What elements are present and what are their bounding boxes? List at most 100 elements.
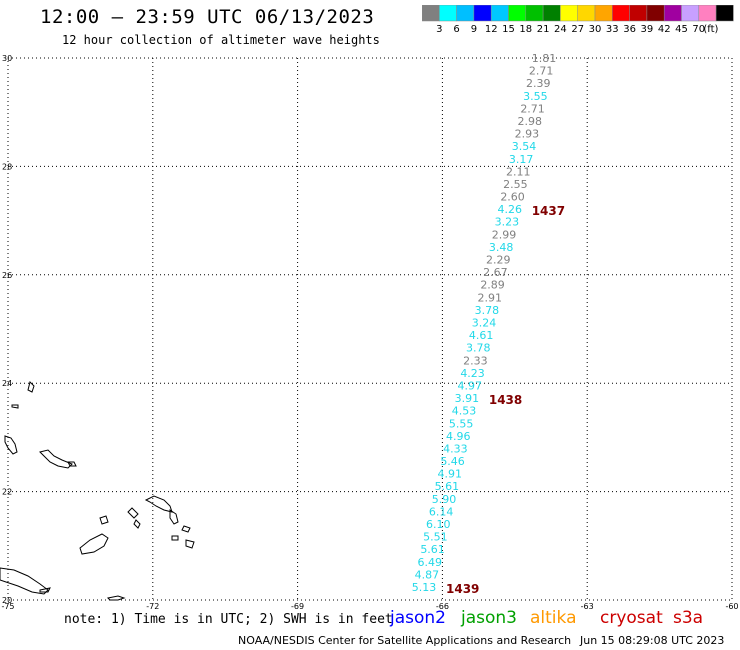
wave-height-value: 2.55 <box>503 178 528 191</box>
wave-height-value: 6.10 <box>426 518 451 531</box>
lat-label: 28 <box>2 162 12 171</box>
island-outline <box>4 435 18 455</box>
lon-label: -72 <box>146 602 159 610</box>
legend-label: (ft) <box>703 24 718 35</box>
wave-height-value: 3.78 <box>466 342 491 355</box>
legend-label: 39 <box>641 24 654 35</box>
island-outline <box>171 535 179 541</box>
wave-height-value: 2.33 <box>463 354 488 367</box>
lat-label: 22 <box>2 488 12 497</box>
wave-height-value: 3.48 <box>489 241 514 254</box>
pass-time-marks: 1437 1438 1439 <box>446 204 565 596</box>
wave-height-value: 4.53 <box>452 405 477 418</box>
wave-height-value: 2.93 <box>515 128 540 141</box>
island-outline <box>79 533 109 555</box>
island-outline <box>27 381 35 393</box>
wave-height-value: 3.78 <box>475 304 500 317</box>
wave-height-value: 5.13 <box>412 581 437 594</box>
lat-label: 30 <box>2 54 12 63</box>
lat-label: 20 <box>2 596 12 605</box>
satellite-label: jason2 <box>390 608 446 628</box>
wave-height-observations: 1.812.712.393.552.712.982.933.543.172.11… <box>412 52 557 594</box>
wave-height-value: 4.23 <box>460 367 485 380</box>
latitude-labels: 30 28 26 24 22 20 <box>2 54 12 605</box>
satellite-label: altika <box>530 608 577 628</box>
wave-height-value: 4.91 <box>437 468 462 481</box>
legend-label: 21 <box>537 24 550 35</box>
island-outline <box>11 404 19 409</box>
wave-height-value: 4.61 <box>469 329 494 342</box>
island-outline <box>99 515 109 525</box>
island-outline <box>185 539 195 549</box>
island-outline <box>39 587 51 593</box>
legend-label: 18 <box>519 24 532 35</box>
color-legend: 3 6 9 12 15 18 21 24 27 30 33 36 39 42 45 70(ft) <box>422 5 734 35</box>
legend-label: 15 <box>502 24 515 35</box>
wave-height-value: 5.55 <box>449 417 474 430</box>
lon-label: -63 <box>581 602 594 610</box>
wave-height-value: 2.29 <box>486 254 511 267</box>
lon-label: -60 <box>725 602 738 610</box>
wave-height-value: 4.87 <box>415 568 440 581</box>
wave-height-value: 2.39 <box>526 77 551 90</box>
legend-label: 36 <box>623 24 636 35</box>
generated-timestamp: Jun 15 08:29:08 UTC 2023 <box>580 634 725 647</box>
island-outline <box>39 449 73 469</box>
longitude-labels: -75 -72 -69 -66 -63 -60 <box>1 602 738 610</box>
lat-label: 24 <box>2 379 12 388</box>
wave-height-value: 3.17 <box>509 153 534 166</box>
legend-label: 33 <box>606 24 619 35</box>
footer-note: note: 1) Time is in UTC; 2) SWH is in fe… <box>64 612 393 627</box>
lat-label: 26 <box>2 271 12 280</box>
wave-height-value: 4.97 <box>457 379 482 392</box>
legend-label: 30 <box>589 24 602 35</box>
wave-height-value: 3.23 <box>495 216 520 229</box>
legend-label: 24 <box>554 24 567 35</box>
satellite-label: jason3 <box>461 608 517 628</box>
wave-height-value: 5.61 <box>435 480 460 493</box>
wave-height-value: 4.96 <box>446 430 471 443</box>
pass-time-label: 1438 <box>489 393 522 407</box>
wave-height-value: 2.71 <box>529 65 554 78</box>
island-outline <box>127 507 139 519</box>
wave-height-value: 2.60 <box>500 191 525 204</box>
wave-height-value: 2.91 <box>477 291 502 304</box>
island-outline <box>0 567 49 595</box>
wave-height-value: 6.49 <box>417 556 442 569</box>
wave-height-value: 2.98 <box>517 115 542 128</box>
map-frame <box>7 57 733 601</box>
wave-height-value: 5.61 <box>420 543 445 556</box>
wave-height-value: 2.89 <box>480 279 505 292</box>
legend-label: 6 <box>453 24 459 35</box>
wave-height-value: 2.11 <box>506 165 531 178</box>
wave-height-value: 4.33 <box>443 442 468 455</box>
wave-height-value: 3.54 <box>512 140 537 153</box>
wave-height-value: 3.91 <box>455 392 480 405</box>
legend-label: 9 <box>471 24 477 35</box>
wave-height-value: 5.51 <box>423 531 448 544</box>
legend-label: 3 <box>436 24 442 35</box>
lon-label: -66 <box>436 602 449 610</box>
map-title: 12:00 – 23:59 UTC 06/13/2023 <box>40 6 375 28</box>
coastline <box>0 381 195 601</box>
lon-label: -69 <box>291 602 304 610</box>
lat-lon-grid <box>7 57 733 601</box>
legend-swatch <box>715 5 734 22</box>
wave-height-value: 4.26 <box>497 203 522 216</box>
wave-height-value: 2.99 <box>492 228 517 241</box>
wave-height-value: 6.14 <box>429 505 454 518</box>
satellite-label: s3a <box>673 608 704 628</box>
wave-height-value: 1.81 <box>532 52 557 65</box>
satellite-label: cryosat <box>600 608 663 628</box>
wave-height-value: 3.24 <box>472 317 497 330</box>
wave-height-value: 2.71 <box>520 102 545 115</box>
legend-label: 45 <box>675 24 688 35</box>
map-subtitle: 12 hour collection of altimeter wave hei… <box>62 33 380 47</box>
island-outline <box>144 495 173 513</box>
legend-label: 70 <box>692 24 705 35</box>
legend-label: 12 <box>485 24 498 35</box>
island-outline <box>133 519 141 529</box>
pass-time-label: 1439 <box>446 582 479 596</box>
legend-label: 27 <box>571 24 584 35</box>
